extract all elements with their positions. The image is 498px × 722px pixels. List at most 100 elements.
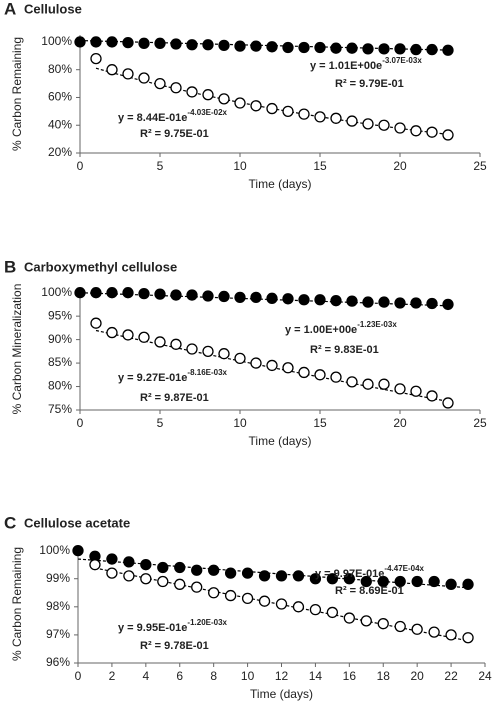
data-point [362,43,374,55]
data-point [428,575,440,588]
y-tick-label: 100% [39,543,70,557]
data-point [330,42,342,54]
r-squared: R² = 9.83E-01 [310,344,379,356]
equation: y = 9.27E-01e-8.16E-03x [118,368,228,384]
data-point [202,345,214,357]
data-point [90,36,102,48]
data-point [154,77,166,90]
x-tick-label: 25 [473,416,487,430]
data-point [250,40,262,52]
data-point [218,93,230,105]
y-tick-label: 60% [48,90,72,104]
data-point [442,298,454,311]
x-tick-label: 18 [377,669,391,683]
data-point [89,559,101,571]
data-point [266,41,278,53]
data-point [411,623,423,635]
data-point [74,287,86,299]
panel-title: Cellulose [24,1,82,16]
data-point [410,297,422,309]
data-point [394,383,406,395]
data-point [428,626,440,638]
data-point [378,119,390,131]
data-point [90,52,102,65]
data-point [106,36,118,48]
data-point [250,357,262,369]
data-point [377,618,389,630]
y-tick-label: 80% [48,379,72,393]
x-axis-label: Time (days) [249,434,312,448]
data-point [140,573,152,585]
y-tick-label: 97% [46,627,70,641]
data-point [445,629,457,641]
y-tick-label: 90% [48,332,72,346]
data-point [298,294,310,306]
data-point [292,570,305,582]
r-squared: R² = 8.69E-01 [335,585,404,597]
data-point [122,68,134,80]
trendline [79,292,449,307]
y-tick-label: 80% [48,62,72,76]
x-tick-label: 5 [157,159,164,173]
data-point [314,111,326,123]
data-point [410,125,422,137]
equation-base: y = 9.97E-01e [315,568,384,580]
equation-base: y = 9.27E-01e [118,372,187,384]
equation: y = 9.95E-01e-1.20E-03x [118,618,228,634]
data-point [362,118,374,130]
panel-title: Carboxymethyl cellulose [24,259,177,274]
data-point [266,102,278,115]
data-point [343,573,355,585]
data-point [106,287,118,299]
data-point [266,292,278,304]
data-point [346,42,358,54]
equation-base: y = 8.44E-01e [118,112,187,124]
data-point [106,64,118,76]
data-point [394,575,406,588]
x-tick-label: 20 [393,159,407,173]
equation: y = 1.00E+00e-1.23E-03x [285,320,397,336]
data-point [326,606,339,619]
data-point [275,598,288,610]
r-squared: R² = 9.78E-01 [140,640,209,652]
r-squared: R² = 9.79E-01 [335,78,404,90]
x-tick-label: 0 [75,669,82,683]
x-tick-label: 24 [478,669,492,683]
data-point [309,573,322,585]
y-axis-label: % Carbon Mineralization [10,284,24,415]
data-point [208,587,220,599]
data-point [90,317,102,329]
data-point [72,544,84,557]
data-point [138,72,150,84]
data-point [360,615,372,627]
data-point [275,570,288,582]
equation-exponent: -8.16E-03x [187,368,227,377]
data-point [234,352,246,365]
data-point [174,561,186,574]
data-point [298,366,310,379]
data-point [442,129,454,141]
data-point [90,287,102,299]
data-point [122,329,134,341]
data-point [442,44,454,56]
data-point [170,38,182,50]
panel-letter: A [4,0,16,18]
equation-exponent: -3.07E-03x [382,56,422,65]
y-tick-label: 100% [41,285,72,299]
data-point [445,578,457,590]
data-point [394,122,406,134]
data-point [123,570,135,582]
data-point [157,561,169,574]
y-tick-label: 98% [46,599,70,613]
x-tick-label: 25 [473,159,487,173]
data-point [410,385,422,397]
equation: y = 1.01E+00e-3.07E-03x [310,56,422,72]
data-point [298,41,310,54]
x-tick-label: 20 [410,669,424,683]
data-point [426,297,438,310]
data-point [346,115,358,127]
data-point [202,89,214,101]
data-point [394,297,406,309]
data-point [292,601,305,613]
equation-base: y = 9.95E-01e [118,622,187,634]
